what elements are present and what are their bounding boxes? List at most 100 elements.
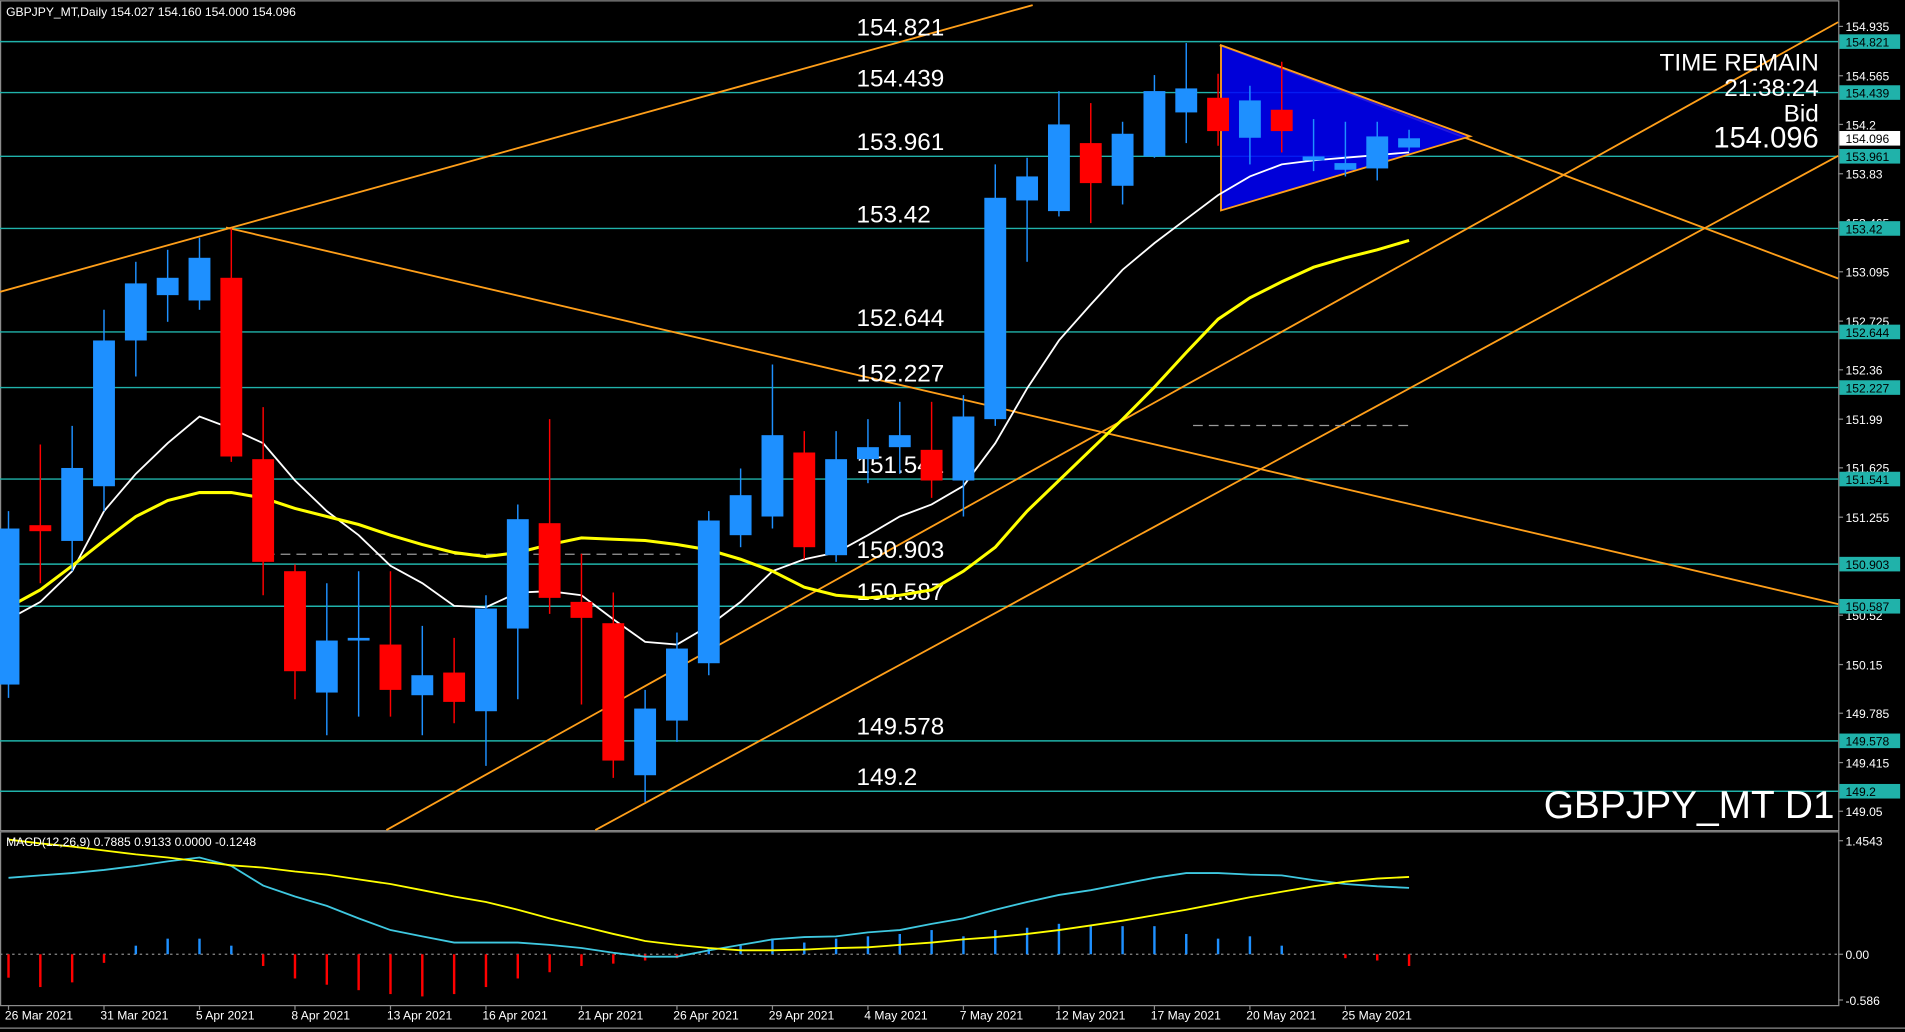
symbol-label: GBPJPY_MT D1 — [1544, 784, 1835, 827]
candle-body — [1207, 97, 1230, 132]
y-tick-label: 154.2 — [1845, 118, 1876, 132]
candle-body — [984, 197, 1007, 420]
y-tick-label: 153.095 — [1845, 266, 1889, 280]
candle-body — [443, 672, 466, 702]
level-label: 150.903 — [857, 537, 945, 564]
candle-body — [379, 644, 402, 690]
candle-body — [315, 640, 338, 693]
level-axis-box — [1839, 221, 1901, 236]
y-tick-label: 149.785 — [1845, 707, 1889, 721]
candle-body — [506, 519, 529, 629]
candle-body — [0, 528, 20, 685]
candle-body — [825, 459, 848, 556]
level-label: 152.644 — [857, 305, 945, 332]
candle-body — [920, 449, 943, 481]
level-axis-label: 151.541 — [1845, 473, 1889, 487]
x-tick-label: 25 May 2021 — [1342, 1009, 1412, 1023]
y-tick-label: 0.00 — [1845, 948, 1869, 962]
x-tick-label: 8 Apr 2021 — [291, 1009, 350, 1023]
x-tick-label: 12 May 2021 — [1055, 1009, 1125, 1023]
candle-body — [347, 637, 370, 641]
macd-label: MACD(12,26,9) 0.7885 0.9133 0.0000 -0.12… — [6, 835, 256, 849]
x-tick-label: 13 Apr 2021 — [387, 1009, 453, 1023]
x-tick-label: 7 May 2021 — [960, 1009, 1024, 1023]
level-label: 154.439 — [857, 65, 945, 92]
candle-body — [729, 495, 752, 536]
bid-axis-box — [1839, 131, 1901, 146]
level-axis-box — [1839, 34, 1901, 49]
candle-body — [634, 708, 657, 776]
level-axis-box — [1839, 598, 1901, 614]
candle-body — [1111, 133, 1134, 186]
y-tick-label: 151.255 — [1845, 511, 1889, 525]
level-label: 154.821 — [857, 15, 945, 42]
level-label: 153.42 — [857, 201, 931, 228]
y-tick-label: -0.586 — [1845, 994, 1880, 1008]
candle-body — [188, 257, 211, 301]
candle-body — [1366, 136, 1389, 169]
x-tick-label: 26 Apr 2021 — [673, 1009, 739, 1023]
level-label: 153.961 — [857, 129, 945, 156]
trendline — [594, 154, 1839, 831]
candle-body — [761, 435, 784, 517]
main-frame — [0, 0, 1840, 832]
candle-body — [93, 340, 115, 487]
level-axis-box — [1839, 471, 1901, 487]
level-axis-label: 152.227 — [1845, 381, 1889, 395]
level-axis-label: 153.961 — [1845, 150, 1889, 164]
macd-line — [8, 856, 1410, 958]
candle-body — [1143, 91, 1166, 157]
level-label: 149.2 — [857, 764, 918, 791]
overlay: 154.821 154.439 153.961 153.42 152.644 152.22… — [0, 15, 1421, 802]
level-axis-box — [1839, 85, 1901, 100]
candle-body — [857, 447, 879, 460]
x-tick-label: 5 Apr 2021 — [196, 1009, 255, 1023]
candle-body — [538, 523, 561, 598]
trendline — [225, 226, 1839, 605]
level-axis-label: 150.903 — [1845, 558, 1889, 572]
y-tick-label: 154.935 — [1845, 20, 1889, 34]
bid-title: Bid — [1784, 101, 1819, 128]
level-axis-label: 149.578 — [1845, 735, 1889, 749]
level-axis-box — [1839, 380, 1901, 395]
level-axis-label: 150.587 — [1845, 600, 1889, 614]
y-tick-label: 151.99 — [1845, 413, 1882, 427]
level-axis-box — [1839, 324, 1901, 340]
y-tick-label: 154.565 — [1845, 70, 1889, 84]
level-axis-label: 154.439 — [1845, 86, 1889, 100]
level-axis-box — [1839, 149, 1901, 164]
trendline — [0, 4, 1033, 293]
candle-body — [284, 571, 306, 672]
candle-body — [1016, 176, 1039, 201]
candle-body — [1334, 163, 1357, 170]
trendline — [385, 21, 1839, 831]
x-tick-label: 26 Mar 2021 — [5, 1009, 73, 1023]
level-axis-label: 152.644 — [1845, 326, 1889, 340]
candle-body — [793, 452, 816, 548]
y-tick-label: 1.4543 — [1845, 835, 1882, 849]
candle-body — [252, 459, 275, 562]
timer-title: TIME REMAIN — [1660, 50, 1819, 77]
level-axis-box — [1839, 556, 1901, 572]
candle-body — [1302, 156, 1325, 161]
level-label: 150.587 — [857, 579, 945, 606]
candle-body — [1238, 100, 1261, 138]
x-tick-label: 4 May 2021 — [864, 1009, 928, 1023]
level-label: 152.227 — [857, 360, 945, 387]
x-tick-label: 16 Apr 2021 — [482, 1009, 548, 1023]
y-tick-label: 150.15 — [1845, 658, 1882, 672]
y-tick-label: 153.83 — [1845, 168, 1882, 182]
x-tick-label: 31 Mar 2021 — [100, 1009, 168, 1023]
candle-body — [1047, 124, 1070, 212]
bid-axis-label: 154.096 — [1845, 132, 1889, 146]
candle-body — [1398, 138, 1421, 148]
level-axis-box — [1839, 733, 1901, 749]
x-tick-label: 29 Apr 2021 — [769, 1009, 835, 1023]
level-axis-label: 149.2 — [1845, 785, 1876, 799]
x-tick-label: 20 May 2021 — [1246, 1009, 1316, 1023]
y-tick-label: 149.05 — [1845, 805, 1882, 819]
candle-body — [475, 608, 497, 712]
y-tick-label: 152.36 — [1845, 364, 1882, 378]
candle-body — [602, 623, 625, 761]
